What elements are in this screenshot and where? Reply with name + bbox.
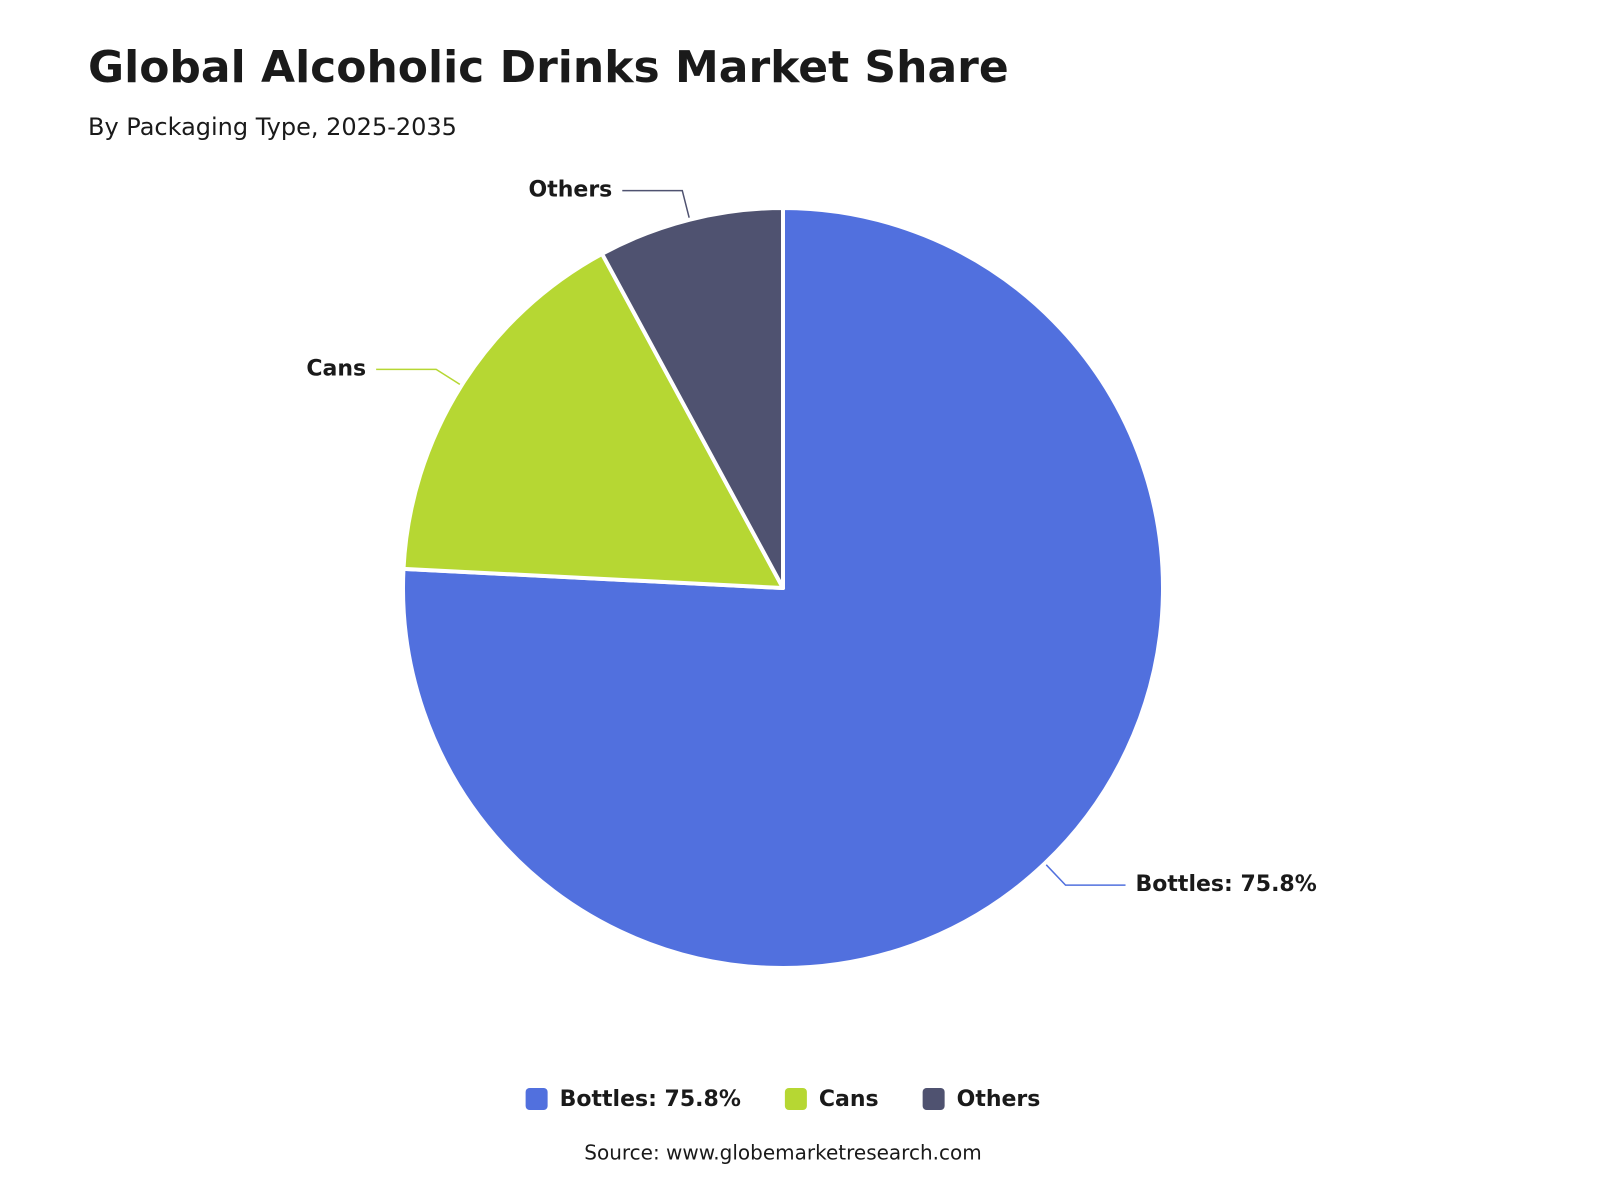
pie-slice: [600, 206, 785, 590]
legend-swatch: [922, 1088, 945, 1110]
leader-line: [376, 368, 461, 385]
leader-line: [622, 189, 690, 218]
legend-swatch: [784, 1088, 807, 1110]
leader-line: [1045, 864, 1126, 886]
source-note: Source: www.globemarketresearch.com: [584, 1141, 981, 1165]
slice-label: Bottles: 75.8%: [1136, 872, 1317, 897]
legend-label: Others: [957, 1087, 1041, 1112]
chart-title: Global Alcoholic Drinks Market Share: [88, 42, 1009, 93]
slice-label: Others: [529, 178, 613, 203]
chart-subtitle: By Packaging Type, 2025-2035: [88, 113, 457, 141]
legend: Bottles: 75.8% Cans Others: [525, 1087, 1041, 1112]
legend-swatch: [525, 1088, 548, 1110]
pie-slice: [401, 251, 785, 590]
legend-label: Bottles: 75.8%: [560, 1087, 741, 1112]
slice-label: Cans: [306, 356, 366, 381]
legend-label: Cans: [819, 1087, 879, 1112]
